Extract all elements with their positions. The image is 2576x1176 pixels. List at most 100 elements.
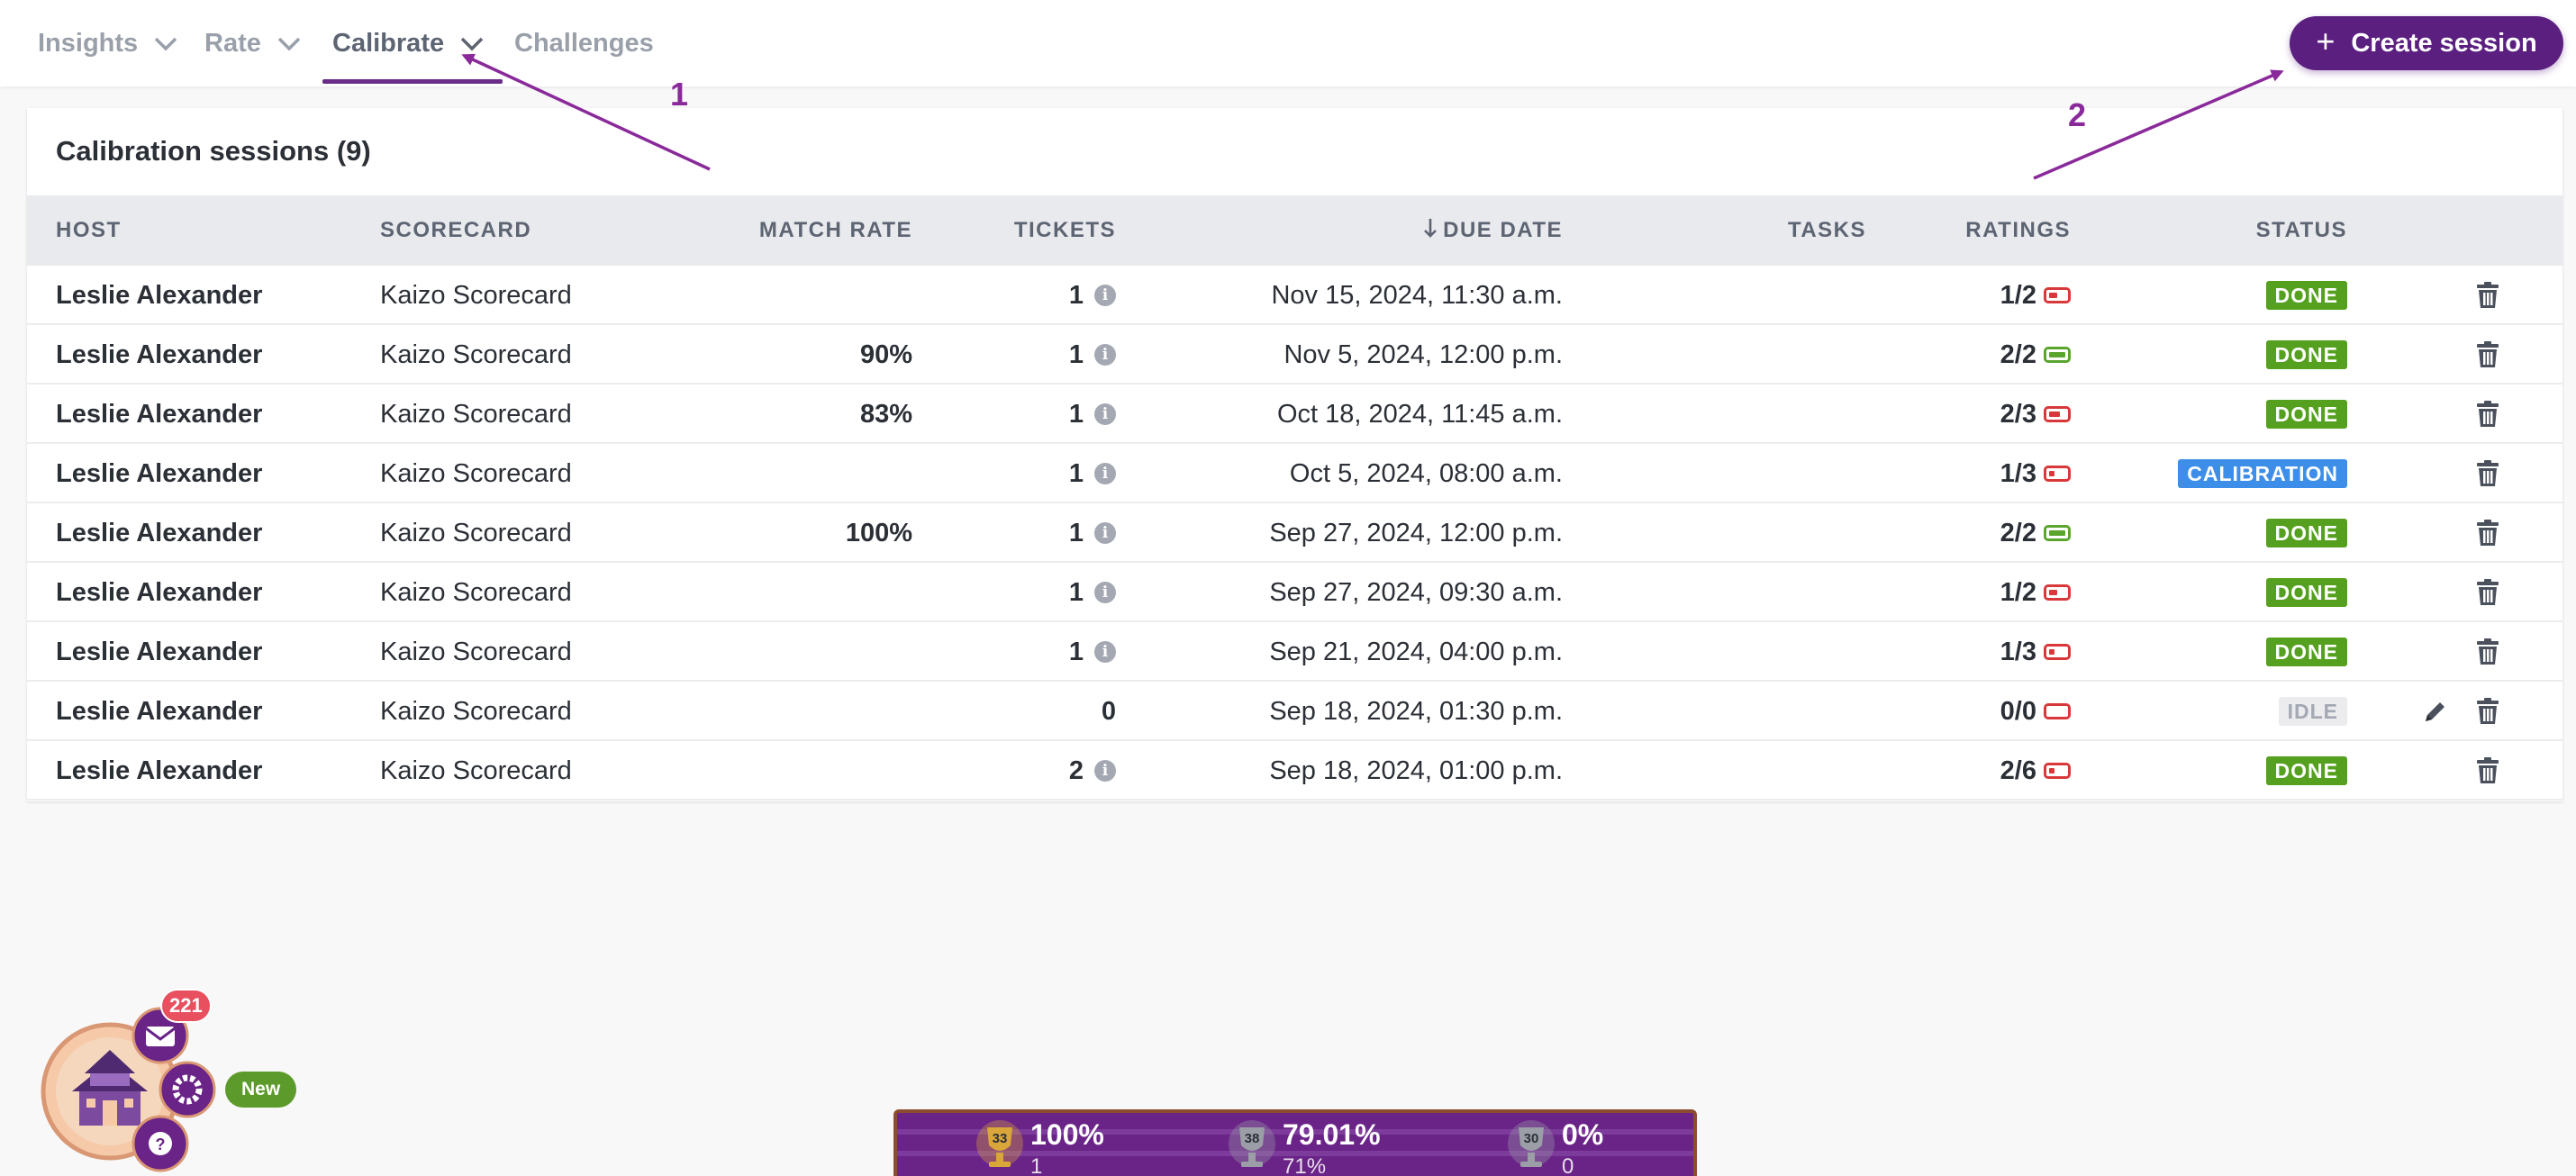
battery-icon	[2044, 703, 2071, 719]
col-scorecard[interactable]: SCORECARD	[380, 218, 532, 242]
due-date-cell: Oct 5, 2024, 08:00 a.m.	[1289, 458, 1563, 488]
col-match-rate[interactable]: MATCH RATE	[758, 218, 912, 242]
tickets-count: 1	[1068, 577, 1084, 607]
due-date-cell: Sep 18, 2024, 01:00 p.m.	[1269, 755, 1563, 785]
host-cell: Leslie Alexander	[56, 637, 263, 666]
table-row[interactable]: Leslie Alexander Kaizo Scorecard 1 i Sep 21,…	[27, 622, 2562, 682]
active-tab-indicator	[322, 79, 503, 84]
info-icon[interactable]: i	[1094, 285, 1116, 306]
ratings-value: 2/3	[2000, 399, 2036, 429]
col-host[interactable]: HOST	[56, 218, 122, 242]
table-row[interactable]: Leslie Alexander Kaizo Scorecard 90% 1 i Nov …	[27, 325, 2562, 384]
status-badge: DONE	[2265, 281, 2347, 310]
due-date-cell: Oct 18, 2024, 11:45 a.m.	[1276, 399, 1563, 429]
battery-icon	[2044, 763, 2071, 779]
status-cell: DONE	[2265, 622, 2347, 682]
table-row[interactable]: Leslie Alexander Kaizo Scorecard 83% 1 i Oct …	[27, 384, 2562, 444]
ratings-value: 2/2	[2000, 518, 2036, 547]
col-ratings[interactable]: RATINGS	[1965, 218, 2071, 242]
stat-value: 0%	[1562, 1118, 1604, 1151]
tickets-count: 2	[1068, 755, 1084, 785]
info-icon[interactable]: i	[1094, 582, 1116, 603]
ratings-cell: 1/2	[2000, 266, 2071, 325]
ratings-value: 1/3	[2000, 458, 2036, 488]
status-badge: DONE	[2265, 578, 2347, 607]
ratings-cell: 2/2	[2000, 503, 2071, 563]
help-icon: ?	[132, 1115, 189, 1172]
new-badge[interactable]: New	[225, 1072, 297, 1108]
info-icon[interactable]: i	[1094, 403, 1116, 425]
status-badge: CALIBRATION	[2178, 459, 2347, 488]
trash-icon[interactable]	[2476, 741, 2499, 801]
scorecard-cell: Kaizo Scorecard	[380, 518, 572, 547]
ratings-value: 1/3	[2000, 637, 2036, 666]
due-date-cell: Nov 15, 2024, 11:30 a.m.	[1271, 280, 1563, 310]
table-row[interactable]: Leslie Alexander Kaizo Scorecard 1 i Oct 5, …	[27, 444, 2562, 503]
table-row[interactable]: Leslie Alexander Kaizo Scorecard 1 i Nov 15,…	[27, 266, 2562, 325]
ratings-cell: 2/2	[2000, 325, 2071, 384]
battery-icon	[2044, 287, 2071, 303]
trash-icon[interactable]	[2476, 384, 2499, 444]
ratings-value: 2/6	[2000, 755, 2036, 785]
table-row[interactable]: Leslie Alexander Kaizo Scorecard 1 i Sep 27,…	[27, 563, 2562, 622]
scorecard-cell: Kaizo Scorecard	[380, 637, 572, 666]
stat-sub: 0	[1562, 1154, 1574, 1176]
host-cell: Leslie Alexander	[56, 518, 263, 547]
due-date-cell: Sep 27, 2024, 12:00 p.m.	[1269, 518, 1563, 547]
create-session-label: Create session	[2351, 28, 2537, 58]
create-session-button[interactable]: + Create session	[2290, 16, 2563, 70]
table-row[interactable]: Leslie Alexander Kaizo Scorecard 0 Sep 18, …	[27, 682, 2562, 741]
notification-count-badge: 221	[160, 989, 212, 1023]
trash-icon[interactable]	[2476, 682, 2499, 741]
info-icon[interactable]: i	[1094, 760, 1116, 782]
gear-icon	[159, 1061, 216, 1118]
trash-icon[interactable]	[2476, 325, 2499, 384]
plus-icon: +	[2316, 23, 2336, 59]
status-cell: DONE	[2265, 503, 2347, 563]
table-row[interactable]: Leslie Alexander Kaizo Scorecard 100% 1 i Sep…	[27, 503, 2562, 563]
battery-icon	[2044, 466, 2071, 482]
trash-icon[interactable]	[2476, 266, 2499, 325]
tickets-count: 1	[1068, 399, 1084, 429]
match-rate-cell: 100%	[845, 518, 912, 547]
table-row[interactable]: Leslie Alexander Kaizo Scorecard 2 i Sep 18,…	[27, 741, 2562, 801]
info-icon[interactable]: i	[1094, 522, 1116, 544]
stat-value: 100%	[1030, 1118, 1104, 1151]
svg-text:?: ?	[156, 1135, 166, 1153]
nav-insights-label: Insights	[38, 28, 139, 58]
ratings-value: 0/0	[2000, 696, 2036, 726]
battery-icon	[2044, 347, 2071, 363]
col-tasks[interactable]: TASKS	[1787, 218, 1866, 242]
trash-icon[interactable]	[2476, 622, 2499, 682]
host-cell: Leslie Alexander	[56, 280, 263, 310]
gamification-widget[interactable]: ?	[36, 991, 306, 1176]
info-icon[interactable]: i	[1094, 463, 1116, 484]
nav-insights[interactable]: Insights	[38, 0, 177, 86]
info-icon[interactable]: i	[1094, 344, 1116, 366]
nav-rate[interactable]: Rate	[204, 0, 301, 86]
ratings-cell: 2/6	[2000, 741, 2071, 801]
status-cell: IDLE	[2278, 682, 2347, 741]
host-cell: Leslie Alexander	[56, 755, 263, 785]
ratings-value: 1/2	[2000, 577, 2036, 607]
col-status[interactable]: STATUS	[2255, 218, 2347, 242]
scorecard-cell: Kaizo Scorecard	[380, 280, 572, 310]
nav-challenges[interactable]: Challenges	[514, 0, 654, 86]
status-cell: DONE	[2265, 266, 2347, 325]
trash-icon[interactable]	[2476, 563, 2499, 622]
pencil-icon[interactable]	[2422, 682, 2449, 741]
battery-icon	[2044, 644, 2071, 660]
nav-calibrate[interactable]: Calibrate	[332, 0, 484, 86]
col-due-date[interactable]: DUE DATE	[1423, 195, 1563, 266]
col-due-date-label: DUE DATE	[1443, 218, 1563, 242]
info-icon[interactable]: i	[1094, 641, 1116, 663]
status-badge: DONE	[2265, 756, 2347, 785]
trash-icon[interactable]	[2476, 444, 2499, 503]
trash-icon[interactable]	[2476, 503, 2499, 563]
due-date-cell: Sep 27, 2024, 09:30 a.m.	[1269, 577, 1563, 607]
tickets-count: 1	[1068, 280, 1084, 310]
tickets-count: 1	[1068, 458, 1084, 488]
col-tickets[interactable]: TICKETS	[1013, 218, 1116, 242]
